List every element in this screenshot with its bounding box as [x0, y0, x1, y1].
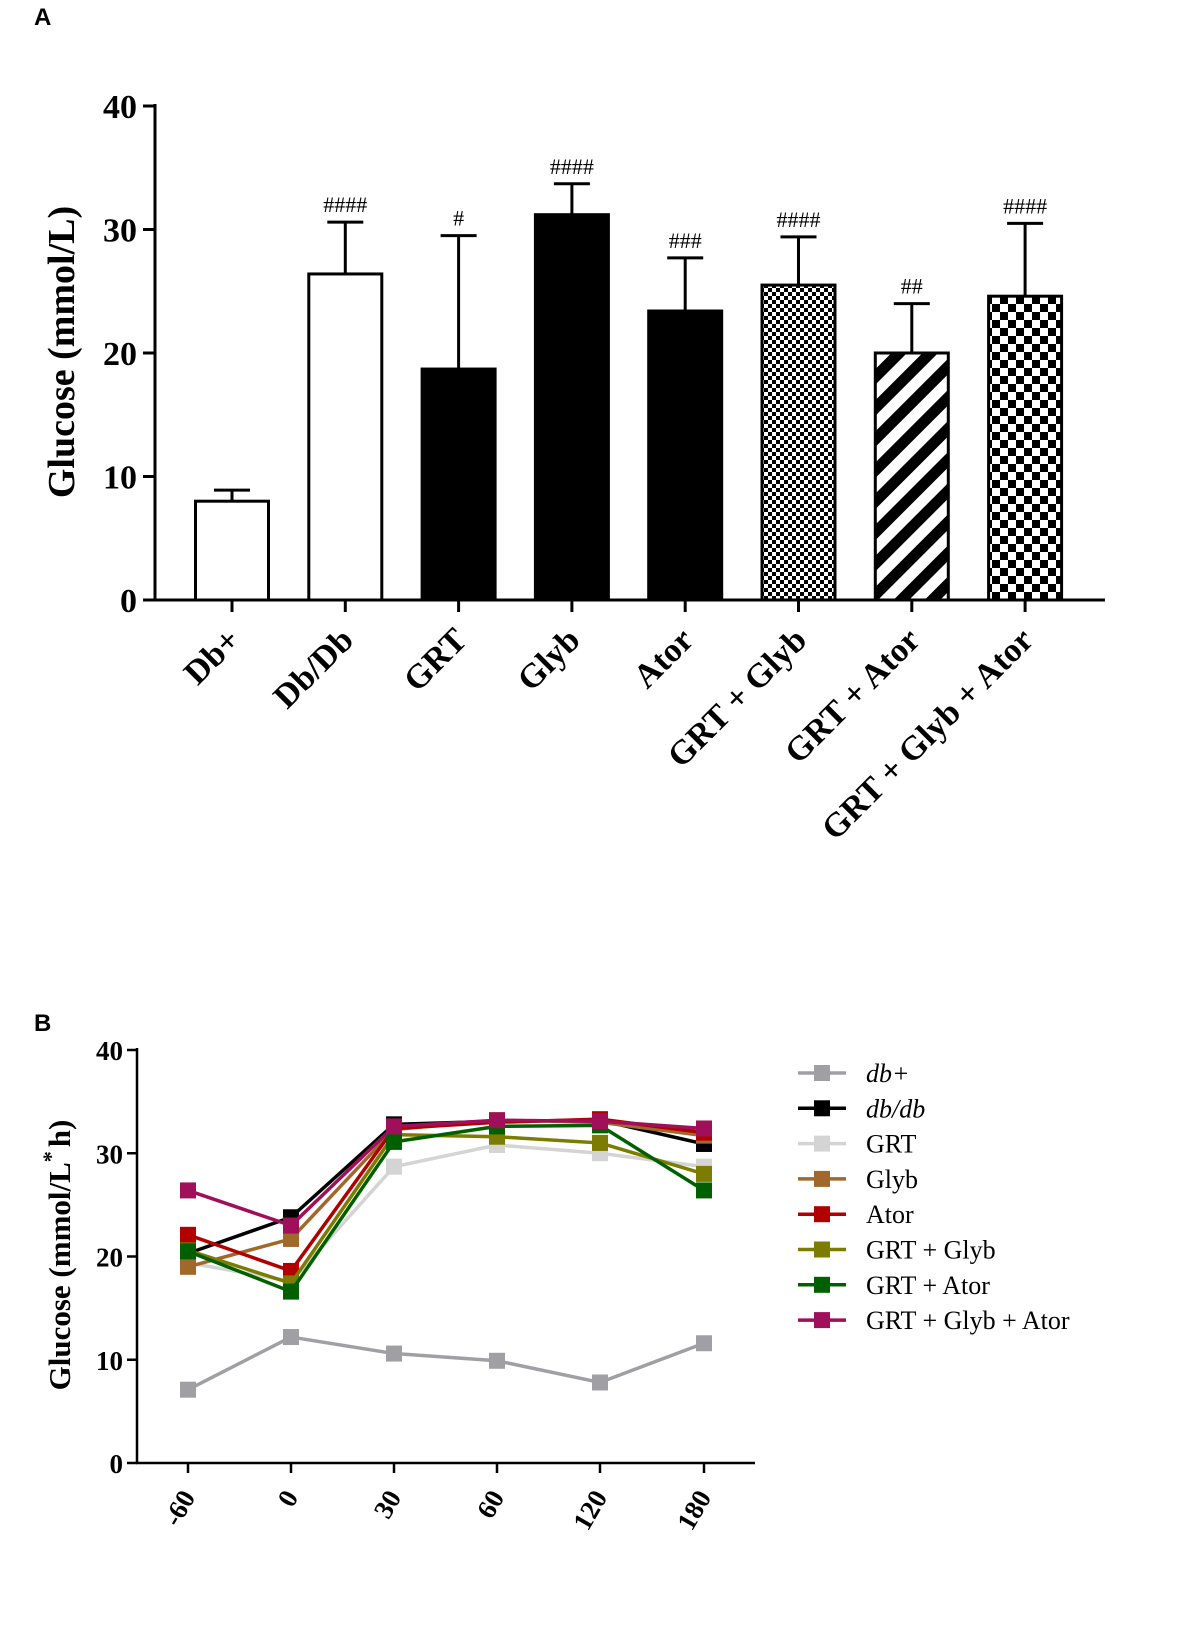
bar-grt-glyb: [760, 283, 837, 602]
y-tick-label: 30: [96, 1139, 123, 1169]
point-grt-ator: [283, 1283, 299, 1300]
significance-label: ###: [669, 228, 702, 253]
x-tick-label: 120: [567, 1485, 613, 1535]
y-tick-label: 40: [103, 89, 137, 126]
point-db: [283, 1329, 299, 1346]
y-axis-label: Glucose (mmol/L*h): [38, 1120, 77, 1391]
point-grt-glyb-ator: [283, 1217, 299, 1234]
x-tick-label: -60: [157, 1485, 201, 1531]
point-glyb: [180, 1258, 196, 1275]
legend-label-glyb: Glyb: [866, 1165, 918, 1194]
bar-grt: [420, 367, 497, 602]
point-grt-glyb-ator: [592, 1113, 608, 1130]
bar-db-db: [307, 272, 384, 602]
legend-label-ator: Ator: [866, 1200, 914, 1229]
legend-marker-grt: [814, 1135, 830, 1152]
point-grt-glyb-ator: [180, 1182, 196, 1199]
y-tick-label: 20: [96, 1243, 123, 1273]
legend-label-db: db+: [866, 1059, 910, 1088]
y-tick-label: 10: [103, 460, 137, 497]
significance-label: ####: [777, 207, 821, 232]
bar-grt-ator: [873, 351, 950, 602]
significance-label: ####: [323, 192, 367, 217]
point-db: [386, 1345, 402, 1362]
y-tick-label: 30: [103, 213, 137, 250]
significance-label: ##: [901, 274, 923, 299]
y-tick-label: 20: [103, 336, 137, 373]
legend-marker-grt-glyb-ator: [814, 1312, 830, 1329]
bar-ator: [647, 309, 724, 602]
bar-db: [194, 499, 270, 602]
y-tick-label: 10: [96, 1346, 123, 1376]
legend-label-db-db: db/db: [866, 1094, 925, 1123]
legend-label-grt-glyb: GRT + Glyb: [866, 1236, 996, 1265]
point-grt-ator: [696, 1182, 712, 1199]
significance-label: #: [453, 206, 464, 231]
point-db: [180, 1381, 196, 1398]
point-db: [696, 1335, 712, 1352]
point-grt-glyb-ator: [696, 1120, 712, 1137]
y-tick-label: 0: [120, 583, 137, 620]
legend-marker-db-db: [814, 1100, 830, 1117]
x-tick-label: 180: [671, 1485, 717, 1535]
point-glyb: [283, 1230, 299, 1247]
legend-label-grt: GRT: [866, 1130, 917, 1159]
significance-label: ####: [550, 154, 594, 179]
legend-marker-grt-ator: [814, 1276, 830, 1293]
point-grt-ator: [180, 1243, 196, 1260]
series-line-db: [187, 1335, 705, 1392]
point-grt-glyb-ator: [489, 1112, 505, 1129]
x-tick-label: 0: [271, 1485, 304, 1512]
point-grt-glyb: [592, 1134, 608, 1151]
point-grt: [386, 1158, 402, 1175]
x-tick-label: 60: [471, 1485, 510, 1523]
legend-label-grt-ator: GRT + Ator: [866, 1271, 990, 1300]
series-line-grt-ator: [187, 1123, 705, 1294]
x-tick-label: 30: [368, 1485, 407, 1523]
panel-label-a: A: [34, 4, 52, 31]
panel-label-b: B: [34, 1010, 52, 1037]
bar-glyb: [533, 213, 610, 602]
point-db: [489, 1352, 505, 1369]
y-tick-label: 40: [96, 1036, 123, 1066]
y-tick-label: 0: [110, 1449, 124, 1479]
point-ator: [180, 1226, 196, 1243]
y-axis-label: Glucose (mmol/L): [41, 206, 83, 498]
point-grt-glyb-ator: [386, 1118, 402, 1135]
point-grt-glyb: [696, 1165, 712, 1182]
point-db: [592, 1374, 608, 1391]
legend-marker-grt-glyb: [814, 1241, 830, 1258]
legend-marker-db: [814, 1065, 830, 1081]
legend-marker-glyb: [814, 1170, 830, 1187]
series-line-grt-glyb-ator: [187, 1118, 705, 1228]
significance-label: ####: [1003, 193, 1047, 218]
point-grt-ator: [386, 1133, 402, 1150]
legend-label-grt-glyb-ator: GRT + Glyb + Ator: [866, 1306, 1070, 1335]
legend-marker-ator: [814, 1206, 830, 1223]
